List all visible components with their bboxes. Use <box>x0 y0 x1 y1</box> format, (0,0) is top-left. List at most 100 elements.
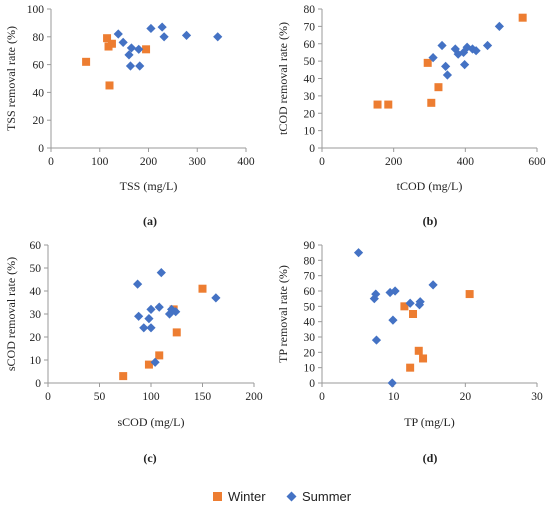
x-tick-label: 600 <box>528 156 546 168</box>
y-tick-label: 10 <box>304 363 316 375</box>
y-tick-label: 10 <box>304 126 316 138</box>
summer-point <box>146 23 156 34</box>
winter-point <box>107 39 116 48</box>
winter-point <box>384 100 393 109</box>
panel-label: (c) <box>143 451 156 465</box>
x-tick-label: 400 <box>237 156 255 168</box>
x-tick-label: 100 <box>91 156 109 168</box>
y-tick-label: 50 <box>304 301 316 313</box>
summer-point <box>441 61 451 71</box>
y-tick-label: 40 <box>304 317 316 329</box>
summer-point <box>415 297 425 307</box>
x-tick-label: 200 <box>385 156 403 168</box>
winter-point <box>103 34 112 43</box>
y-tick-label: 0 <box>309 143 315 155</box>
y-tick-label: 60 <box>304 286 316 298</box>
y-axis-label: TP removal rate (%) <box>276 265 290 363</box>
summer-point <box>154 302 164 312</box>
y-tick-label: 20 <box>304 108 316 120</box>
y-tick-label: 80 <box>304 255 316 267</box>
legend-winter-marker <box>213 492 222 501</box>
summer-point <box>126 43 137 53</box>
winter-point <box>105 81 114 90</box>
winter-point <box>400 302 409 311</box>
winter-point <box>373 100 382 109</box>
winter-point <box>406 363 415 372</box>
winter-point <box>423 58 432 67</box>
y-tick-label: 0 <box>35 378 41 390</box>
y-tick-label: 30 <box>304 332 316 344</box>
summer-point <box>428 280 438 290</box>
y-tick-label: 60 <box>33 60 45 72</box>
y-tick-label: 30 <box>30 309 42 321</box>
legend-label-summer: Summer <box>302 489 352 504</box>
legend-label-winter: Winter <box>228 489 266 504</box>
x-tick-label: 200 <box>245 391 263 403</box>
x-tick-label: 20 <box>460 391 472 403</box>
winter-point <box>465 290 474 299</box>
winter-point <box>82 57 91 66</box>
chart-panel-4: 0 10 20 30 0 10 20 30 40 50 60 70 80 90 TP (mg/L) TP re… <box>276 240 543 465</box>
winter-point <box>419 354 428 363</box>
winter-point <box>119 372 128 381</box>
summer-point <box>146 304 156 314</box>
y-tick-label: 90 <box>304 240 316 252</box>
y-tick-label: 40 <box>304 74 316 86</box>
y-tick-label: 30 <box>304 91 316 103</box>
y-tick-label: 40 <box>30 286 42 298</box>
summer-point <box>157 22 167 32</box>
summer-point <box>437 40 447 51</box>
summer-point <box>150 357 160 367</box>
y-tick-label: 40 <box>33 87 45 99</box>
summer-point <box>144 314 154 324</box>
summer-point <box>450 44 460 54</box>
summer-point <box>146 323 156 333</box>
y-axis-label: TSS removal rate (%) <box>4 26 18 131</box>
x-axis-label: TSS (mg/L) <box>120 179 178 193</box>
y-tick-label: 0 <box>309 378 315 390</box>
summer-point <box>167 304 177 314</box>
summer-point <box>118 37 128 47</box>
summer-point <box>125 61 136 71</box>
summer-point <box>453 49 463 59</box>
winter-point <box>414 346 423 355</box>
summer-point <box>134 44 144 54</box>
y-tick-label: 20 <box>30 332 42 344</box>
winter-point <box>409 310 418 318</box>
x-tick-label: 50 <box>94 391 106 403</box>
y-tick-label: 70 <box>304 21 316 33</box>
panel-label: (a) <box>143 214 157 228</box>
x-axis-label: TP (mg/L) <box>404 415 455 429</box>
y-tick-label: 80 <box>304 4 316 16</box>
winter-point <box>427 98 436 107</box>
winter-point <box>518 13 527 22</box>
summer-point <box>405 298 415 308</box>
y-tick-label: 20 <box>304 347 316 359</box>
summer-point <box>390 286 400 296</box>
panel-label: (b) <box>423 214 438 228</box>
summer-point <box>471 46 481 56</box>
summer-point <box>428 53 438 63</box>
chart-panel-3: 0 50 100 150 200 0 10 20 30 40 50 60 sCOD (mg/L) sCOD… <box>4 240 263 465</box>
summer-point <box>460 60 470 70</box>
summer-point <box>156 268 166 278</box>
x-tick-label: 150 <box>194 391 212 403</box>
x-axis-label: tCOD (mg/L) <box>397 179 463 193</box>
x-axis-label: sCOD (mg/L) <box>118 415 185 429</box>
summer-point <box>371 289 381 299</box>
winter-point <box>144 360 153 369</box>
y-tick-label: 100 <box>27 4 45 16</box>
summer-point <box>387 378 397 388</box>
summer-point <box>135 61 145 71</box>
y-tick-label: 70 <box>304 271 316 283</box>
y-tick-label: 20 <box>33 115 45 127</box>
summer-point <box>139 323 149 333</box>
legend: Winter Summer <box>213 489 352 504</box>
winter-point <box>172 328 181 337</box>
winter-point <box>155 351 164 360</box>
chart-panel-2: 0 200 400 600 0 10 20 30 40 50 60 70 80 tCOD (mg/L) tC… <box>276 4 546 228</box>
summer-point <box>133 279 143 289</box>
panel-label: (d) <box>423 451 438 465</box>
